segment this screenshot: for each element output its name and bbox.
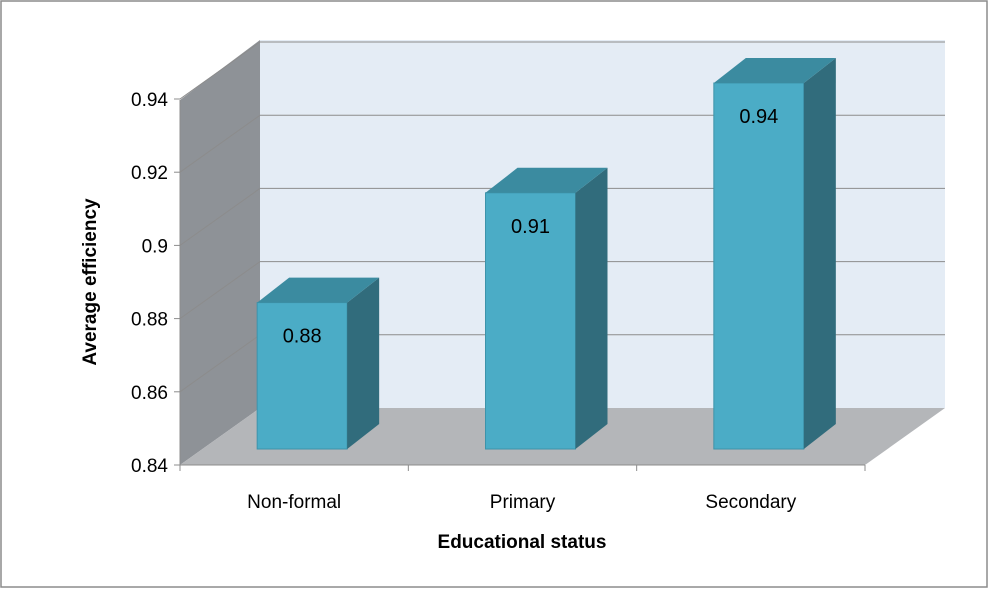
y-tick-label: 0.88 <box>131 310 168 331</box>
bar-top <box>485 167 608 193</box>
bar-top <box>713 58 836 83</box>
x-tick-label: Non-formal <box>247 492 341 513</box>
y-axis-title: Average efficiency <box>80 198 101 366</box>
y-axis-ticks: 0.84 0.86 0.88 0.9 0.92 0.94 <box>131 90 180 477</box>
side-wall <box>180 40 260 465</box>
bar-side <box>347 277 380 449</box>
x-axis-ticks: Non-formal Primary Secondary <box>179 465 866 513</box>
x-tick-label: Primary <box>490 492 556 513</box>
y-tick-label: 0.9 <box>142 236 168 257</box>
x-axis-title: Educational status <box>438 532 607 553</box>
data-label: 0.88 <box>283 326 322 348</box>
x-tick-label: Secondary <box>705 492 796 513</box>
y-tick-label: 0.86 <box>131 383 168 404</box>
data-label: 0.91 <box>511 216 550 238</box>
bar-top <box>257 277 380 303</box>
gridline <box>179 41 945 100</box>
bar-front <box>485 192 576 450</box>
bars: 0.88 0.91 0.94 <box>256 58 836 450</box>
bar-front <box>713 82 805 450</box>
bar-front <box>256 302 348 450</box>
y-tick-label: 0.84 <box>131 456 168 477</box>
bar-side <box>803 58 836 449</box>
data-label: 0.94 <box>739 106 778 128</box>
y-tick-label: 0.92 <box>131 163 168 184</box>
y-tick-label: 0.94 <box>131 90 168 111</box>
bar-side <box>575 167 608 450</box>
